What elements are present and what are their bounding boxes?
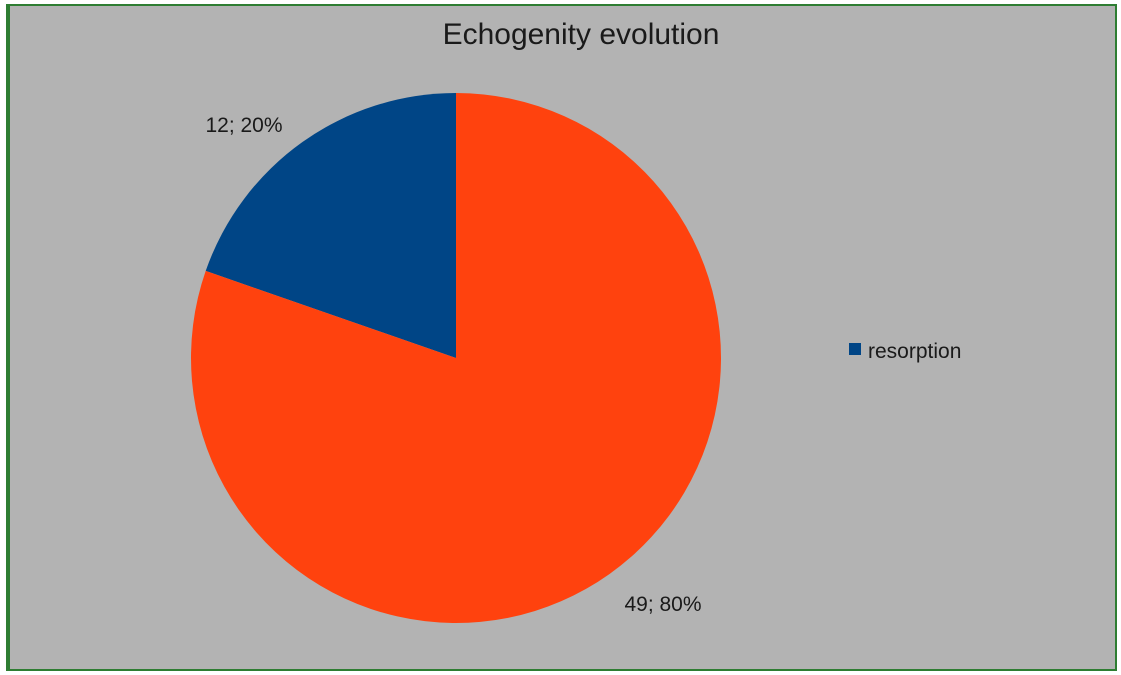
- data-label-1: 12; 20%: [205, 114, 282, 137]
- chart-title: Echogenity evolution: [443, 18, 720, 51]
- legend-swatch-resorption: [849, 343, 861, 355]
- legend-label-resorption: resorption: [868, 340, 961, 363]
- legend: resorption: [849, 340, 961, 363]
- data-label-2: 49; 80%: [624, 593, 701, 616]
- data-labels: 12; 20% 49; 80%: [205, 114, 701, 616]
- pie-slice-slice-2: [191, 93, 721, 623]
- pie-slices: [191, 93, 721, 623]
- pie-slice-resorption: [205, 93, 456, 358]
